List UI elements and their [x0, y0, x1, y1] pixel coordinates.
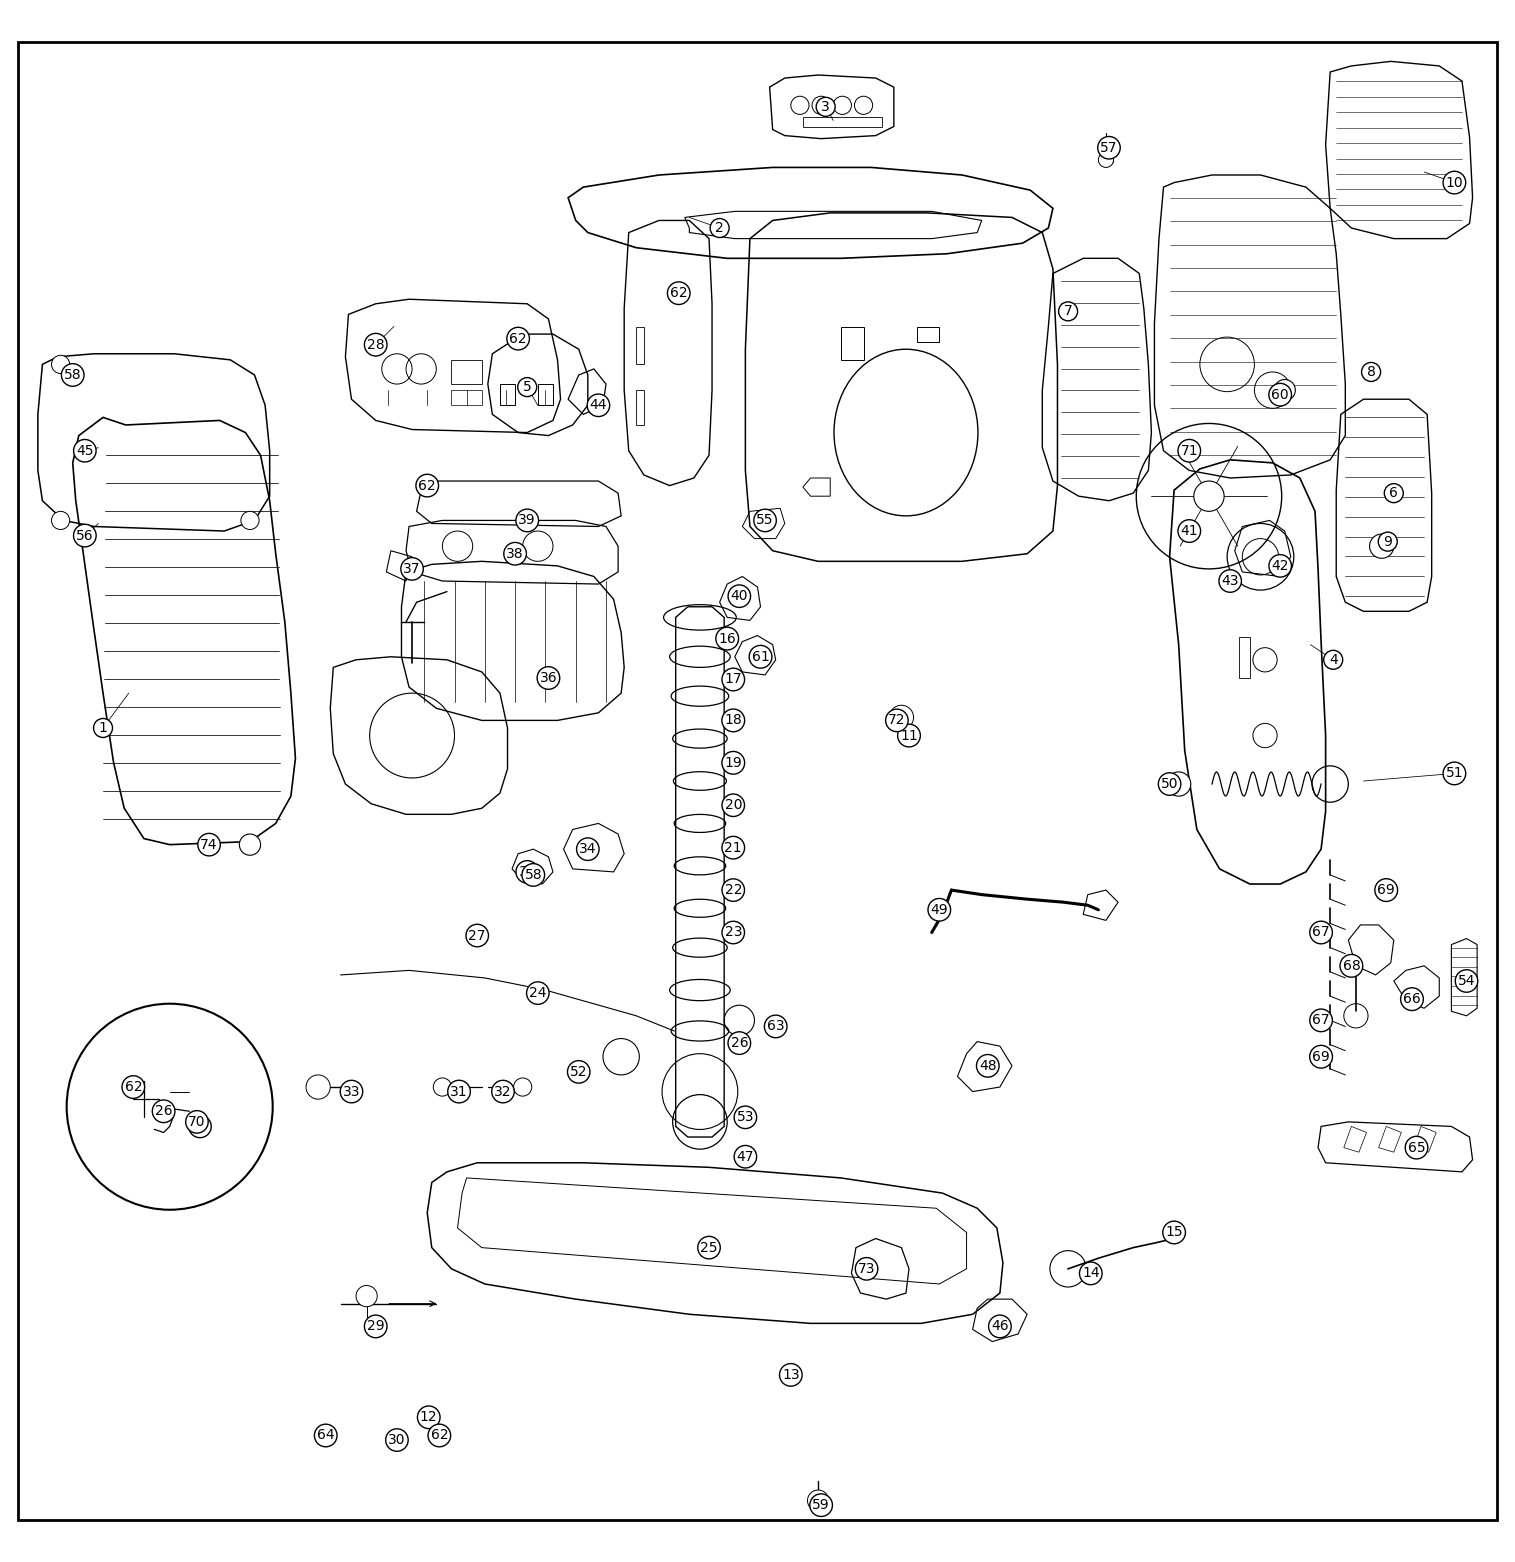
Text: 5: 5 — [523, 380, 532, 394]
Text: 6: 6 — [1389, 486, 1398, 500]
Circle shape — [356, 1286, 377, 1307]
Text: 9: 9 — [1383, 534, 1392, 548]
Text: 17: 17 — [724, 673, 742, 686]
Text: 13: 13 — [782, 1368, 800, 1382]
Circle shape — [52, 511, 70, 530]
Circle shape — [1167, 772, 1191, 797]
Text: 42: 42 — [1271, 559, 1289, 573]
Text: 25: 25 — [700, 1240, 718, 1254]
Text: 62: 62 — [430, 1429, 448, 1442]
Text: 60: 60 — [1271, 387, 1289, 401]
Text: 62: 62 — [124, 1079, 142, 1093]
Text: 62: 62 — [509, 331, 527, 345]
Text: 61: 61 — [751, 650, 770, 664]
Text: 18: 18 — [724, 714, 742, 728]
Text: 70: 70 — [188, 1115, 206, 1129]
Text: 58: 58 — [64, 369, 82, 383]
Text: 37: 37 — [403, 562, 421, 576]
Circle shape — [1370, 534, 1394, 558]
Text: 28: 28 — [367, 337, 385, 351]
Text: 52: 52 — [570, 1065, 588, 1079]
Text: 70: 70 — [191, 1120, 209, 1134]
Text: 36: 36 — [539, 672, 558, 686]
Text: 45: 45 — [76, 444, 94, 458]
Text: 64: 64 — [317, 1429, 335, 1442]
Circle shape — [52, 355, 70, 373]
Text: 1: 1 — [98, 722, 108, 736]
Text: 7: 7 — [1064, 305, 1073, 319]
Text: 10: 10 — [1445, 175, 1463, 189]
Text: 62: 62 — [418, 478, 436, 492]
Text: 63: 63 — [767, 1020, 785, 1034]
Circle shape — [306, 1075, 330, 1100]
Circle shape — [1194, 481, 1224, 511]
Text: 51: 51 — [1445, 767, 1463, 781]
Text: 58: 58 — [524, 868, 542, 883]
Text: 54: 54 — [1457, 975, 1476, 989]
Text: 66: 66 — [1403, 992, 1421, 1006]
Text: 23: 23 — [724, 926, 742, 939]
Text: 49: 49 — [930, 903, 948, 917]
Text: 41: 41 — [1180, 523, 1198, 537]
Text: 74: 74 — [200, 837, 218, 851]
Text: 72: 72 — [888, 714, 906, 728]
Text: 68: 68 — [1342, 959, 1360, 973]
Text: 57: 57 — [1100, 141, 1118, 155]
Text: 39: 39 — [518, 514, 536, 528]
Text: 15: 15 — [1165, 1226, 1183, 1240]
Text: 47: 47 — [736, 1150, 754, 1164]
Text: 14: 14 — [1082, 1267, 1100, 1281]
Text: 19: 19 — [724, 756, 742, 770]
Text: 4: 4 — [1329, 653, 1338, 667]
Text: 30: 30 — [388, 1432, 406, 1446]
Text: 12: 12 — [420, 1410, 438, 1425]
Text: 69: 69 — [1312, 1050, 1330, 1064]
Text: 11: 11 — [900, 728, 918, 742]
Text: 26: 26 — [155, 1104, 173, 1118]
Text: 3: 3 — [821, 100, 830, 114]
Text: 44: 44 — [589, 398, 608, 412]
Text: 55: 55 — [756, 514, 774, 528]
Circle shape — [239, 834, 261, 856]
Circle shape — [1274, 380, 1295, 401]
Text: 50: 50 — [1160, 776, 1179, 790]
Text: 71: 71 — [1180, 444, 1198, 458]
Circle shape — [241, 511, 259, 530]
Text: 8: 8 — [1367, 366, 1376, 380]
Text: 26: 26 — [730, 1036, 748, 1050]
Circle shape — [433, 1078, 451, 1097]
Text: 27: 27 — [468, 928, 486, 942]
Text: 34: 34 — [579, 842, 597, 856]
Circle shape — [514, 1078, 532, 1097]
Text: 32: 32 — [494, 1084, 512, 1098]
Text: 59: 59 — [812, 1498, 830, 1512]
Text: 35: 35 — [518, 865, 536, 879]
Text: 69: 69 — [1377, 883, 1395, 897]
Text: 53: 53 — [736, 1111, 754, 1125]
Text: 73: 73 — [857, 1262, 876, 1276]
Text: 22: 22 — [724, 883, 742, 897]
Text: 38: 38 — [506, 547, 524, 561]
Text: 33: 33 — [342, 1084, 361, 1098]
Text: 56: 56 — [76, 528, 94, 542]
Text: 31: 31 — [450, 1084, 468, 1098]
Text: 16: 16 — [718, 631, 736, 645]
Text: 46: 46 — [991, 1320, 1009, 1334]
Text: 65: 65 — [1407, 1140, 1426, 1154]
Text: 62: 62 — [670, 286, 688, 300]
Text: 24: 24 — [529, 986, 547, 1000]
Text: 40: 40 — [730, 589, 748, 603]
Circle shape — [807, 1490, 829, 1510]
Text: 48: 48 — [979, 1059, 997, 1073]
Circle shape — [1098, 152, 1114, 167]
Text: 43: 43 — [1221, 573, 1239, 587]
Text: 20: 20 — [724, 798, 742, 812]
Text: 29: 29 — [367, 1320, 385, 1334]
Text: 67: 67 — [1312, 926, 1330, 939]
Text: 2: 2 — [715, 222, 724, 234]
Text: 67: 67 — [1312, 1014, 1330, 1028]
Text: 21: 21 — [724, 840, 742, 854]
